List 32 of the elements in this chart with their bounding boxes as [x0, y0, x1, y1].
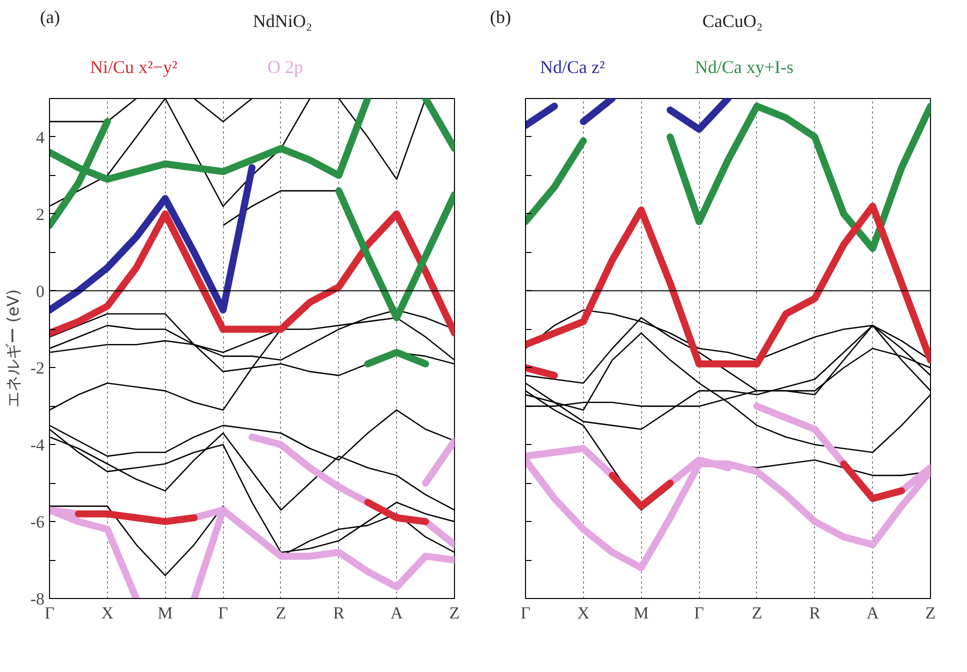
x-tick-label: Z: [752, 604, 762, 622]
series-label: Nd/Ca z²: [540, 57, 605, 77]
x-tick-label: R: [333, 604, 346, 622]
y-tick-label: -8: [30, 590, 45, 608]
x-tick-label: M: [634, 604, 649, 622]
y-tick-label: -6: [30, 512, 45, 532]
x-tick-label: X: [577, 604, 590, 622]
chart-title: NdNiO₂: [252, 10, 314, 33]
text: (b): [490, 6, 511, 29]
x-tick-label: Γ: [44, 604, 55, 622]
text: Ni/Cu x²−y²: [90, 57, 178, 77]
x-tick-label: Z: [276, 604, 286, 622]
x-tick-label: Z: [925, 604, 936, 622]
x-tick-label: A: [866, 604, 880, 622]
x-tick-label: R: [809, 604, 822, 622]
y-tick-label: 2: [36, 204, 44, 224]
x-tick-label: Z: [449, 604, 460, 622]
y-tick-label: -2: [30, 358, 45, 378]
y-tick-label: -4: [30, 436, 45, 455]
y-axis-title: エネルギー (eV): [3, 289, 22, 408]
x-tick-label: Γ: [694, 604, 704, 622]
x-tick-label: A: [390, 604, 404, 622]
x-tick-label: M: [158, 604, 173, 622]
x-tick-label: Γ: [218, 604, 228, 622]
text: (a): [40, 6, 60, 29]
y-tick-label: 4: [36, 128, 45, 147]
x-tick-label: X: [101, 604, 114, 622]
text: Nd/Ca xy+I-s: [694, 57, 794, 77]
text: O 2p: [267, 57, 303, 77]
y-tick-label: 0: [36, 282, 44, 301]
x-tick-label: Γ: [520, 604, 531, 622]
chart-title: CaCuO₂: [701, 10, 764, 33]
